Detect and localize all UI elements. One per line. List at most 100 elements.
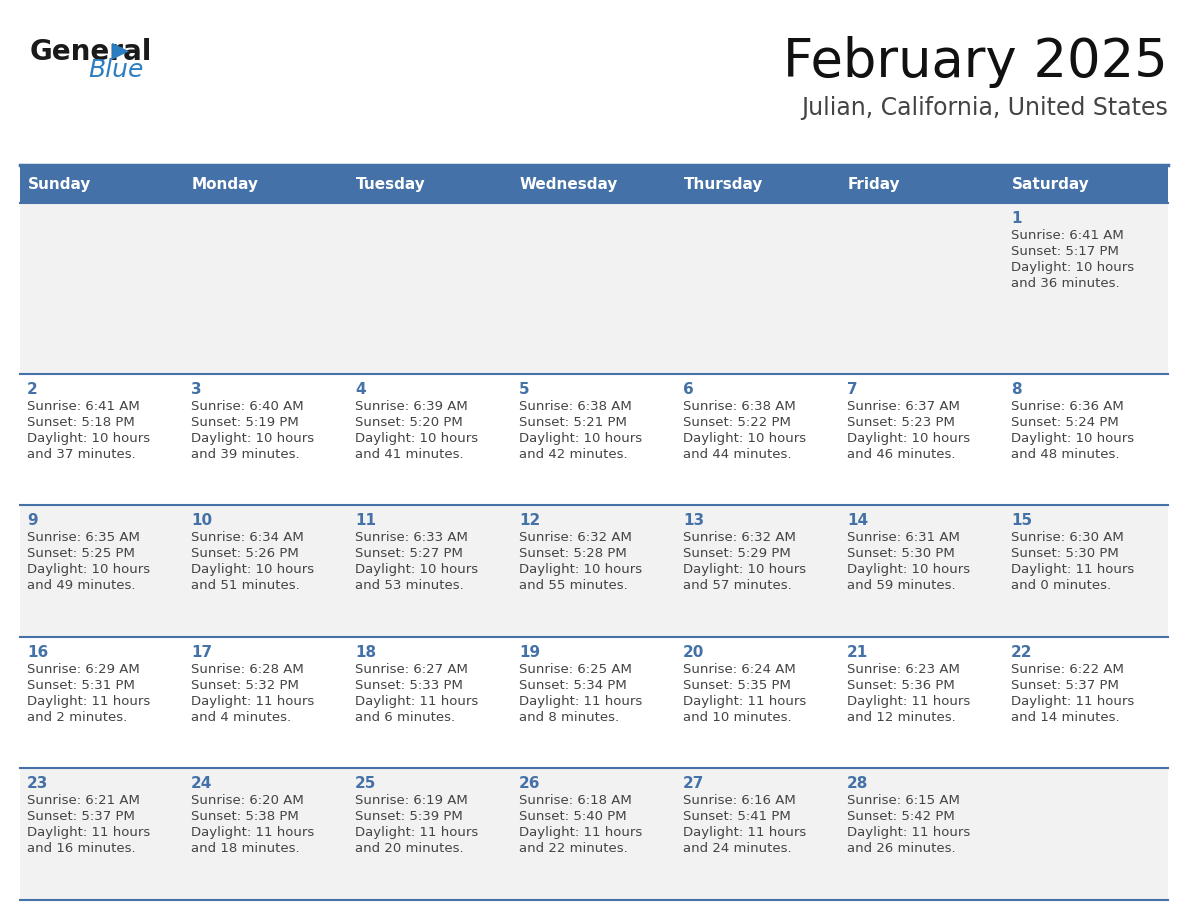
Text: Sunrise: 6:15 AM: Sunrise: 6:15 AM bbox=[847, 794, 960, 808]
Text: 28: 28 bbox=[847, 777, 868, 791]
Text: Daylight: 10 hours: Daylight: 10 hours bbox=[355, 431, 478, 444]
Text: and 24 minutes.: and 24 minutes. bbox=[683, 843, 791, 856]
Bar bbox=[20, 768, 1168, 900]
Text: 8: 8 bbox=[1011, 382, 1022, 397]
Text: Daylight: 11 hours: Daylight: 11 hours bbox=[1011, 695, 1135, 708]
Text: Sunset: 5:22 PM: Sunset: 5:22 PM bbox=[683, 416, 791, 429]
Text: Sunset: 5:24 PM: Sunset: 5:24 PM bbox=[1011, 416, 1119, 429]
Text: Sunrise: 6:39 AM: Sunrise: 6:39 AM bbox=[355, 399, 468, 413]
Text: Sunset: 5:33 PM: Sunset: 5:33 PM bbox=[355, 679, 463, 692]
Text: 2: 2 bbox=[27, 382, 38, 397]
Text: Sunset: 5:38 PM: Sunset: 5:38 PM bbox=[191, 811, 298, 823]
Text: Sunset: 5:34 PM: Sunset: 5:34 PM bbox=[519, 679, 627, 692]
Text: Thursday: Thursday bbox=[684, 176, 764, 192]
Text: Sunrise: 6:37 AM: Sunrise: 6:37 AM bbox=[847, 399, 960, 413]
Bar bbox=[20, 637, 1168, 768]
Text: Daylight: 11 hours: Daylight: 11 hours bbox=[683, 826, 807, 839]
Text: Sunrise: 6:32 AM: Sunrise: 6:32 AM bbox=[519, 532, 632, 544]
Text: 6: 6 bbox=[683, 382, 694, 397]
Text: Daylight: 10 hours: Daylight: 10 hours bbox=[355, 564, 478, 577]
Text: Julian, California, United States: Julian, California, United States bbox=[801, 96, 1168, 120]
Text: Daylight: 10 hours: Daylight: 10 hours bbox=[519, 431, 643, 444]
Text: Sunset: 5:32 PM: Sunset: 5:32 PM bbox=[191, 679, 299, 692]
Text: 13: 13 bbox=[683, 513, 704, 529]
Text: 17: 17 bbox=[191, 644, 213, 660]
Text: Sunrise: 6:19 AM: Sunrise: 6:19 AM bbox=[355, 794, 468, 808]
Text: February 2025: February 2025 bbox=[783, 36, 1168, 88]
Text: Daylight: 10 hours: Daylight: 10 hours bbox=[191, 564, 314, 577]
Text: and 39 minutes.: and 39 minutes. bbox=[191, 448, 299, 461]
Text: Saturday: Saturday bbox=[1012, 176, 1089, 192]
Text: Sunset: 5:18 PM: Sunset: 5:18 PM bbox=[27, 416, 134, 429]
Bar bbox=[512, 165, 676, 203]
Text: Sunrise: 6:40 AM: Sunrise: 6:40 AM bbox=[191, 399, 304, 413]
Text: Daylight: 10 hours: Daylight: 10 hours bbox=[191, 431, 314, 444]
Text: Sunrise: 6:41 AM: Sunrise: 6:41 AM bbox=[27, 399, 140, 413]
Text: and 57 minutes.: and 57 minutes. bbox=[683, 579, 791, 592]
Text: Sunrise: 6:30 AM: Sunrise: 6:30 AM bbox=[1011, 532, 1124, 544]
Text: Sunrise: 6:38 AM: Sunrise: 6:38 AM bbox=[683, 399, 796, 413]
Text: Sunrise: 6:32 AM: Sunrise: 6:32 AM bbox=[683, 532, 796, 544]
Text: and 8 minutes.: and 8 minutes. bbox=[519, 711, 619, 724]
Bar bbox=[184, 165, 348, 203]
Text: and 36 minutes.: and 36 minutes. bbox=[1011, 277, 1119, 290]
Text: Sunset: 5:39 PM: Sunset: 5:39 PM bbox=[355, 811, 463, 823]
Text: and 59 minutes.: and 59 minutes. bbox=[847, 579, 955, 592]
Text: Sunday: Sunday bbox=[29, 176, 91, 192]
Text: Sunset: 5:41 PM: Sunset: 5:41 PM bbox=[683, 811, 791, 823]
Text: 22: 22 bbox=[1011, 644, 1032, 660]
Text: and 55 minutes.: and 55 minutes. bbox=[519, 579, 627, 592]
Text: Sunrise: 6:41 AM: Sunrise: 6:41 AM bbox=[1011, 229, 1124, 242]
Text: Wednesday: Wednesday bbox=[520, 176, 619, 192]
Text: Sunset: 5:40 PM: Sunset: 5:40 PM bbox=[519, 811, 626, 823]
Text: Sunset: 5:37 PM: Sunset: 5:37 PM bbox=[1011, 679, 1119, 692]
Text: Daylight: 10 hours: Daylight: 10 hours bbox=[1011, 261, 1135, 274]
Text: Daylight: 10 hours: Daylight: 10 hours bbox=[1011, 431, 1135, 444]
Text: Blue: Blue bbox=[88, 58, 144, 82]
Text: Sunset: 5:21 PM: Sunset: 5:21 PM bbox=[519, 416, 627, 429]
Text: Daylight: 11 hours: Daylight: 11 hours bbox=[191, 826, 315, 839]
Text: 5: 5 bbox=[519, 382, 530, 397]
Text: Sunrise: 6:34 AM: Sunrise: 6:34 AM bbox=[191, 532, 304, 544]
Text: Sunset: 5:29 PM: Sunset: 5:29 PM bbox=[683, 547, 791, 560]
Text: Sunrise: 6:33 AM: Sunrise: 6:33 AM bbox=[355, 532, 468, 544]
Text: 21: 21 bbox=[847, 644, 868, 660]
Text: and 18 minutes.: and 18 minutes. bbox=[191, 843, 299, 856]
Bar bbox=[20, 165, 184, 203]
Text: 15: 15 bbox=[1011, 513, 1032, 529]
Text: Daylight: 11 hours: Daylight: 11 hours bbox=[191, 695, 315, 708]
Text: Sunrise: 6:20 AM: Sunrise: 6:20 AM bbox=[191, 794, 304, 808]
Text: and 10 minutes.: and 10 minutes. bbox=[683, 711, 791, 724]
Text: Sunrise: 6:38 AM: Sunrise: 6:38 AM bbox=[519, 399, 632, 413]
Text: Sunrise: 6:18 AM: Sunrise: 6:18 AM bbox=[519, 794, 632, 808]
Text: Sunset: 5:20 PM: Sunset: 5:20 PM bbox=[355, 416, 463, 429]
Text: 12: 12 bbox=[519, 513, 541, 529]
Text: Daylight: 10 hours: Daylight: 10 hours bbox=[27, 431, 150, 444]
Text: and 4 minutes.: and 4 minutes. bbox=[191, 711, 291, 724]
Text: General: General bbox=[30, 38, 152, 66]
Text: Sunset: 5:19 PM: Sunset: 5:19 PM bbox=[191, 416, 298, 429]
Text: Sunset: 5:36 PM: Sunset: 5:36 PM bbox=[847, 679, 955, 692]
Text: 25: 25 bbox=[355, 777, 377, 791]
Text: Tuesday: Tuesday bbox=[356, 176, 425, 192]
Text: Daylight: 10 hours: Daylight: 10 hours bbox=[683, 431, 807, 444]
Text: Daylight: 10 hours: Daylight: 10 hours bbox=[847, 431, 971, 444]
Text: and 41 minutes.: and 41 minutes. bbox=[355, 448, 463, 461]
Text: and 44 minutes.: and 44 minutes. bbox=[683, 448, 791, 461]
Text: Daylight: 10 hours: Daylight: 10 hours bbox=[847, 564, 971, 577]
Text: Sunrise: 6:24 AM: Sunrise: 6:24 AM bbox=[683, 663, 796, 676]
Text: and 6 minutes.: and 6 minutes. bbox=[355, 711, 455, 724]
Text: Daylight: 11 hours: Daylight: 11 hours bbox=[355, 826, 479, 839]
Text: Sunset: 5:42 PM: Sunset: 5:42 PM bbox=[847, 811, 955, 823]
Text: Sunset: 5:25 PM: Sunset: 5:25 PM bbox=[27, 547, 135, 560]
Text: and 53 minutes.: and 53 minutes. bbox=[355, 579, 463, 592]
Bar bbox=[840, 165, 1004, 203]
Text: Sunset: 5:31 PM: Sunset: 5:31 PM bbox=[27, 679, 135, 692]
Text: 1: 1 bbox=[1011, 211, 1022, 226]
Text: and 12 minutes.: and 12 minutes. bbox=[847, 711, 956, 724]
Text: Daylight: 11 hours: Daylight: 11 hours bbox=[519, 695, 643, 708]
Text: Sunrise: 6:25 AM: Sunrise: 6:25 AM bbox=[519, 663, 632, 676]
Text: Daylight: 11 hours: Daylight: 11 hours bbox=[847, 695, 971, 708]
Bar bbox=[20, 374, 1168, 505]
Text: Sunrise: 6:22 AM: Sunrise: 6:22 AM bbox=[1011, 663, 1124, 676]
